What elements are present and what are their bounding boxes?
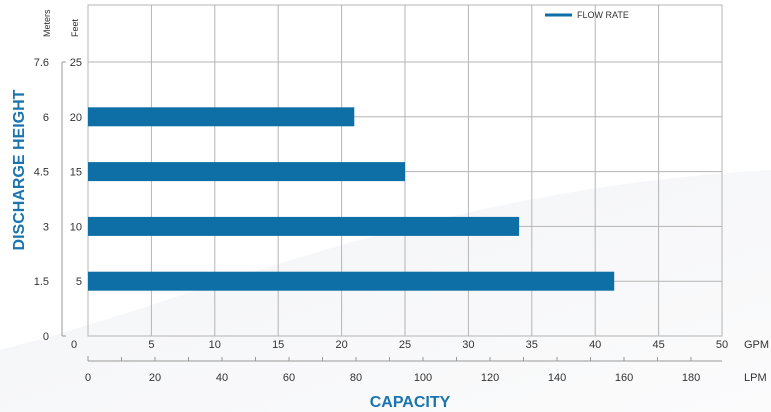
- x-unit-lpm: LPM: [744, 372, 767, 384]
- x-tick-label-lpm: 140: [548, 372, 566, 384]
- y-tick-label-meters: 0: [43, 331, 49, 343]
- x-tick-label-gpm: 45: [652, 339, 664, 351]
- x-tick-label-gpm: 35: [526, 339, 538, 351]
- x-tick-label-lpm: 40: [216, 372, 228, 384]
- y-tick-label-meters: 6: [43, 112, 49, 124]
- y-unit-meters: Meters: [42, 9, 52, 37]
- x-unit-gpm: GPM: [744, 339, 769, 351]
- y-tick-label-feet: 20: [70, 112, 82, 124]
- x-tick-label-lpm: 0: [85, 372, 91, 384]
- x-tick-label-lpm: 80: [350, 372, 362, 384]
- x-tick-label-gpm: 0: [71, 339, 77, 351]
- x-tick-label-gpm: 40: [589, 339, 601, 351]
- y-tick-label-meters: 3: [43, 221, 49, 233]
- x-tick-label-lpm: 20: [149, 372, 161, 384]
- x-tick-label-gpm: 25: [399, 339, 411, 351]
- x-tick-label-lpm: 180: [682, 372, 700, 384]
- y-tick-label-feet: 15: [70, 167, 82, 179]
- x-tick-label-gpm: 10: [209, 339, 221, 351]
- background-sweep: [0, 170, 771, 412]
- y-tick-label-feet: 25: [70, 57, 82, 69]
- x-tick-label-gpm: 5: [148, 339, 154, 351]
- x-axis-title: CAPACITY: [370, 394, 451, 411]
- legend-label: FLOW RATE: [577, 10, 629, 20]
- x-tick-label-lpm: 100: [414, 372, 432, 384]
- bar-flow-rate: [88, 107, 355, 127]
- bar-flow-rate: [88, 162, 405, 182]
- x-tick-label-lpm: 60: [283, 372, 295, 384]
- x-tick-label-lpm: 120: [481, 372, 499, 384]
- legend: FLOW RATE: [545, 10, 629, 20]
- y-tick-label-feet: 5: [76, 276, 82, 288]
- x-tick-label-gpm: 50: [716, 339, 728, 351]
- y-unit-feet: Feet: [70, 18, 80, 37]
- bar-flow-rate: [88, 216, 520, 236]
- x-tick-label-lpm: 160: [615, 372, 633, 384]
- y-tick-label-meters: 7.6: [34, 57, 49, 69]
- y-tick-label-meters: 4.5: [34, 167, 49, 179]
- y-tick-label-meters: 1.5: [34, 276, 49, 288]
- bars: [88, 107, 615, 291]
- y-tick-label-feet: 10: [70, 221, 82, 233]
- y-axis-title: DISCHARGE HEIGHT: [11, 89, 28, 250]
- bar-flow-rate: [88, 271, 615, 291]
- axes: 5 10 15 20 25 0 1.5 3 4.5 6 7.6 Meters Feet DISCHARGE…: [11, 9, 769, 411]
- x-tick-label-gpm: 15: [272, 339, 284, 351]
- x-tick-label-gpm: 20: [335, 339, 347, 351]
- x-tick-label-gpm: 30: [462, 339, 474, 351]
